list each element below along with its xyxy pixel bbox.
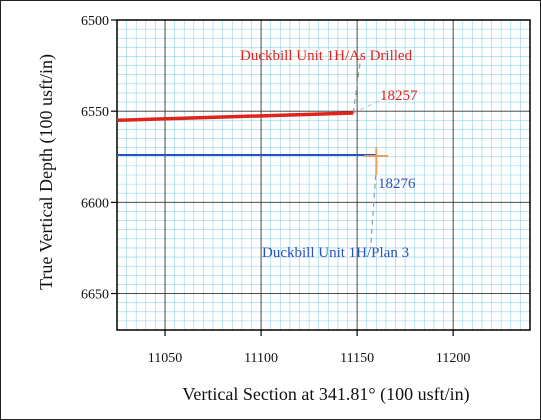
minor-grid bbox=[117, 20, 531, 331]
target-crosshair bbox=[364, 146, 389, 175]
x-tick-label: 11100 bbox=[244, 351, 278, 366]
y-tick-label: 6500 bbox=[81, 14, 109, 29]
series-layer bbox=[116, 111, 377, 156]
y-tick-label: 6600 bbox=[81, 196, 109, 211]
x-axis-ticks: 11050 11100 11150 11200 bbox=[148, 330, 470, 366]
y-tick-label: 6650 bbox=[81, 288, 109, 303]
x-tick-label: 11200 bbox=[436, 351, 470, 366]
y-axis-ticks: 6500 6550 6600 6650 bbox=[81, 14, 117, 303]
annotation-18257: 18257 bbox=[380, 88, 418, 104]
section-guide-lines bbox=[352, 56, 396, 248]
annotation-18276: 18276 bbox=[378, 176, 416, 192]
plot-area bbox=[116, 19, 531, 331]
annotation-as-drilled: Duckbill Unit 1H/As Drilled bbox=[240, 48, 413, 64]
dashed-guide-plan bbox=[369, 165, 377, 248]
y-axis-title: True Vertical Depth (100 usft/in) bbox=[36, 54, 57, 290]
dashed-guide-as-drilled bbox=[352, 56, 362, 114]
annotation-plan-3: Duckbill Unit 1H/Plan 3 bbox=[262, 245, 409, 261]
x-tick-label: 11150 bbox=[340, 351, 374, 366]
x-tick-label: 11050 bbox=[148, 351, 182, 366]
x-axis-title: Vertical Section at 341.81° (100 usft/in… bbox=[182, 384, 469, 405]
series-as-drilled-line bbox=[116, 111, 354, 123]
y-tick-label: 6550 bbox=[81, 105, 109, 120]
